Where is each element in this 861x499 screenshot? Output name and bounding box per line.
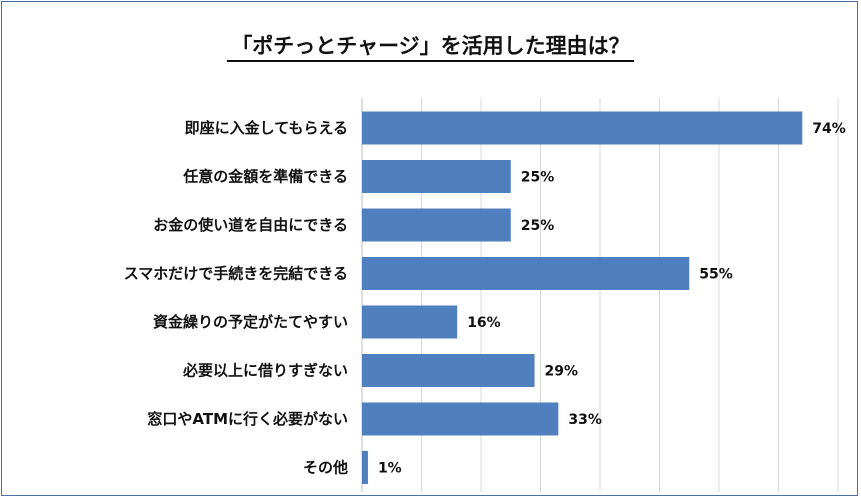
data-label: 33%	[568, 412, 602, 428]
category-label: 資金繰りの予定がたてやすい	[153, 313, 348, 331]
bars	[362, 111, 803, 484]
category-label: その他	[303, 459, 348, 477]
category-labels: 即座に入金してもらえる任意の金額を準備できるお金の使い道を自由にできるスマホだけ…	[124, 119, 348, 477]
bar	[362, 402, 559, 436]
bar	[362, 257, 690, 290]
category-label: 任意の金額を準備できる	[182, 168, 348, 186]
category-label: お金の使い道を自由にできる	[153, 216, 348, 234]
bar	[362, 160, 511, 193]
category-label: 必要以上に借りすぎない	[182, 362, 348, 380]
bar	[362, 451, 368, 484]
data-label: 74%	[812, 121, 846, 137]
category-label: スマホだけで手続きを完結できる	[124, 265, 348, 283]
value-labels: 74% 25% 25% 55% 16% 29% 33% 1%	[378, 121, 846, 477]
bar	[362, 111, 803, 145]
category-label: 窓口やATMに行く必要がない	[147, 410, 348, 428]
data-label: 16%	[467, 315, 501, 331]
data-label: 25%	[521, 218, 555, 234]
category-label: 即座に入金してもらえる	[185, 119, 348, 137]
chart-title-text: 「ポチっとチャージ」を活用した理由は？	[227, 34, 634, 62]
data-label: 1%	[378, 461, 402, 477]
chart-title: 「ポチっとチャージ」を活用した理由は？	[0, 30, 861, 62]
data-label: 55%	[699, 267, 733, 283]
bar	[362, 305, 458, 339]
bar	[362, 354, 535, 387]
bar	[362, 208, 511, 242]
data-label: 25%	[521, 170, 555, 186]
data-label: 29%	[545, 364, 579, 380]
